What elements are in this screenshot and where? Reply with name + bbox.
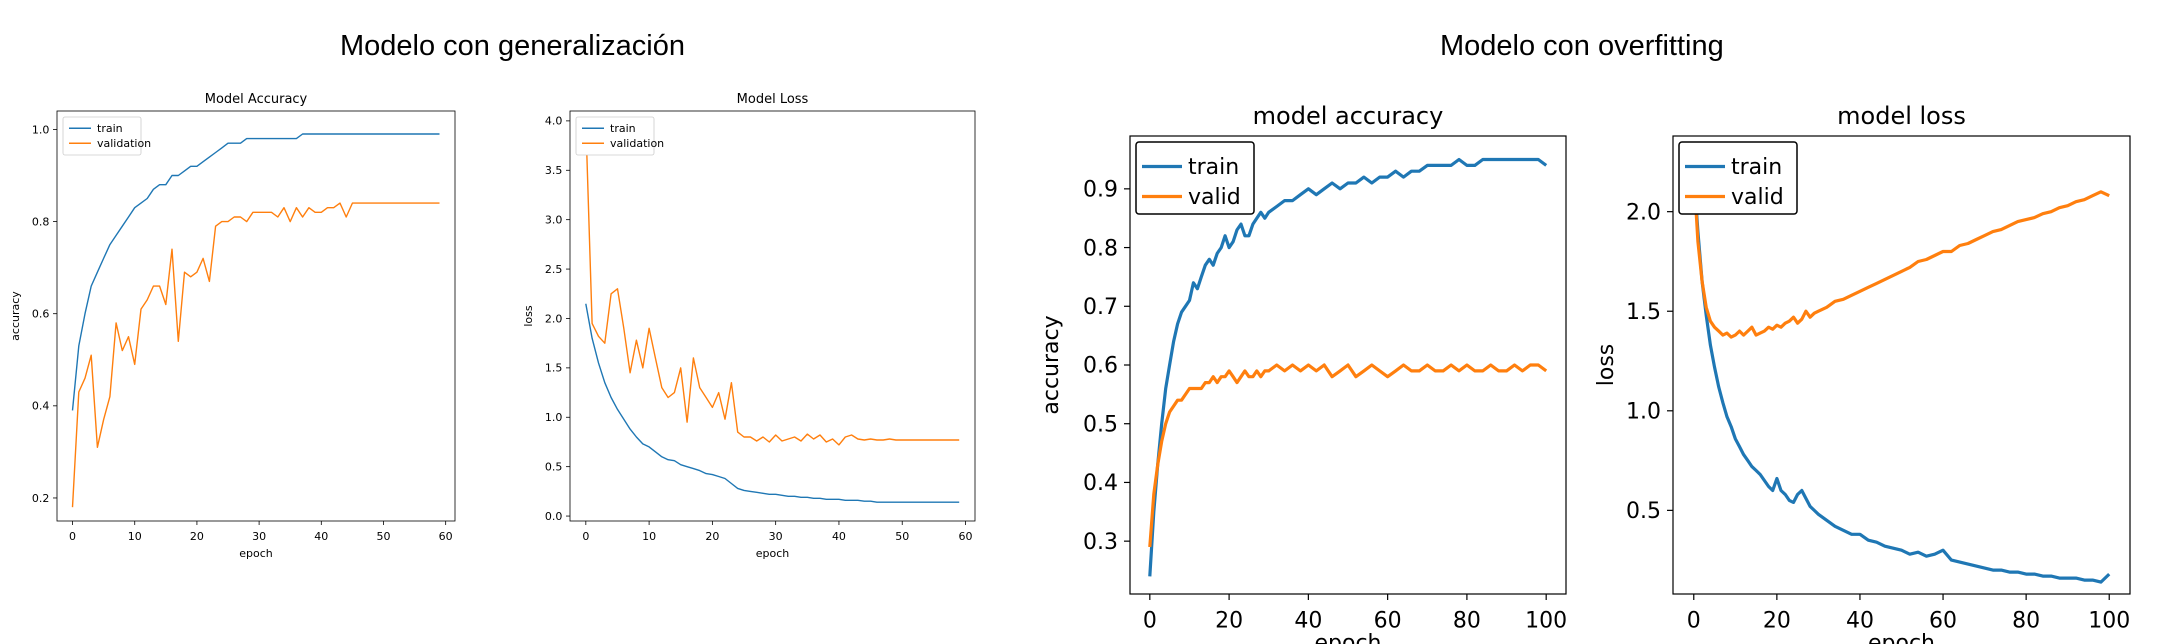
series-line-train: [585, 303, 960, 503]
x-tick-label: 60: [1929, 609, 1957, 634]
y-tick-label: 4.0: [545, 115, 563, 128]
y-tick-label: 0.9: [1083, 178, 1118, 203]
chart-title: Model Loss: [737, 92, 809, 107]
y-tick-label: 0.3: [1083, 530, 1118, 555]
legend-label-validation: validation: [610, 137, 664, 150]
model-loss-chart-large: model loss 0 20 40 60 80 100 0.5 1.0 1.5 2.0 epoch l…: [1594, 102, 2131, 644]
y-tick-label: 2.0: [1626, 200, 1661, 225]
x-tick-label: 0: [69, 530, 76, 543]
x-tick-label: 0: [582, 530, 589, 543]
series-line-validation: [585, 120, 960, 446]
x-tick-label: 40: [832, 530, 846, 543]
chart-title: Model Accuracy: [205, 92, 308, 107]
legend: train validation: [575, 116, 664, 156]
x-tick-label: 60: [959, 530, 973, 543]
legend: train validation: [62, 116, 151, 156]
y-axis-label: accuracy: [1039, 315, 1064, 414]
plot-frame: [1672, 135, 2131, 595]
legend-box: [62, 116, 142, 156]
x-tick-label: 0: [1143, 609, 1157, 634]
x-tick-label: 20: [190, 530, 204, 543]
x-tick-label: 100: [1525, 609, 1567, 634]
y-tick-label: 0.0: [545, 510, 563, 523]
y-tick-label: 1.5: [545, 362, 563, 375]
chart-title: model accuracy: [1253, 102, 1444, 130]
y-tick-label: 1.0: [1626, 400, 1661, 425]
y-tick-label: 1.5: [1626, 300, 1661, 325]
x-tick-label: 40: [314, 530, 328, 543]
x-tick-label: 80: [1453, 609, 1481, 634]
x-tick-label: 20: [1215, 609, 1243, 634]
x-tick-label: 40: [1294, 609, 1322, 634]
y-tick-label: 3.0: [545, 214, 563, 227]
y-tick-label: 1.0: [545, 411, 563, 424]
y-tick-label: 0.4: [1083, 471, 1118, 496]
plot-frame: [569, 110, 976, 522]
x-tick-label: 20: [1763, 609, 1791, 634]
legend: train valid: [1135, 141, 1255, 215]
x-tick-label: 100: [2088, 609, 2130, 634]
legend-label-train: train: [1188, 155, 1239, 180]
y-tick-label: 0.5: [545, 461, 563, 474]
legend-label-train: train: [1731, 155, 1782, 180]
heading-overfitting: Modelo con overfitting: [1440, 30, 1724, 62]
x-tick-label: 20: [705, 530, 719, 543]
y-tick-label: 3.5: [545, 164, 563, 177]
series-line-train: [71, 133, 440, 411]
legend-label-validation: validation: [97, 137, 151, 150]
x-axis-label: epoch: [1868, 631, 1935, 644]
legend: train valid: [1678, 141, 1798, 215]
legend-label-valid: valid: [1731, 185, 1784, 210]
legend-label-train: train: [610, 122, 636, 135]
x-tick-label: 30: [769, 530, 783, 543]
model-loss-chart-small: Model Loss 0 10 20 30 40 50 60 0.0 0.5 1.0 1.5 2.0 2.…: [522, 92, 976, 560]
x-tick-label: 30: [252, 530, 266, 543]
model-accuracy-chart-large: model accuracy 0 20 40 60 80 100 0.3 0.4 0.5 0.6 0.…: [1039, 102, 1567, 644]
y-tick-label: 0.2: [32, 492, 50, 505]
series-line-valid: [1148, 363, 1548, 548]
legend-label-train: train: [97, 122, 123, 135]
model-accuracy-chart-small: Model Accuracy 0 10 20 30 40 50 60 0.2 0.4 0.6 0.8 1…: [9, 92, 456, 560]
x-tick-label: 50: [895, 530, 909, 543]
x-tick-label: 60: [439, 530, 453, 543]
y-tick-label: 2.5: [545, 263, 563, 276]
x-tick-label: 50: [376, 530, 390, 543]
y-tick-label: 0.6: [1083, 354, 1118, 379]
y-tick-label: 0.5: [1083, 412, 1118, 437]
y-tick-label: 0.6: [32, 308, 50, 321]
x-tick-label: 0: [1687, 609, 1701, 634]
x-tick-label: 40: [1846, 609, 1874, 634]
series-line-validation: [71, 202, 440, 508]
y-axis-label: accuracy: [9, 291, 22, 341]
y-tick-label: 1.0: [32, 123, 50, 136]
x-axis-label: epoch: [239, 547, 273, 560]
y-tick-label: 0.7: [1083, 295, 1118, 320]
y-tick-label: 0.5: [1626, 499, 1661, 524]
x-axis-label: epoch: [1315, 631, 1382, 644]
x-tick-label: 10: [128, 530, 142, 543]
heading-generalization: Modelo con generalización: [340, 30, 685, 62]
x-tick-label: 10: [642, 530, 656, 543]
y-tick-label: 2.0: [545, 312, 563, 325]
series-line-valid: [1692, 171, 2110, 339]
x-tick-label: 80: [2012, 609, 2040, 634]
series-line-train: [1692, 171, 2111, 584]
x-tick-label: 60: [1374, 609, 1402, 634]
x-axis-label: epoch: [756, 547, 790, 560]
y-tick-label: 0.8: [1083, 236, 1118, 261]
y-axis-label: loss: [1594, 344, 1619, 387]
plot-frame: [56, 110, 456, 522]
legend-label-valid: valid: [1188, 185, 1241, 210]
y-tick-label: 0.8: [32, 215, 50, 228]
series-line-train: [1148, 157, 1548, 577]
y-tick-label: 0.4: [32, 400, 50, 413]
y-axis-label: loss: [522, 305, 535, 327]
legend-box: [575, 116, 655, 156]
chart-title: model loss: [1837, 102, 1966, 130]
